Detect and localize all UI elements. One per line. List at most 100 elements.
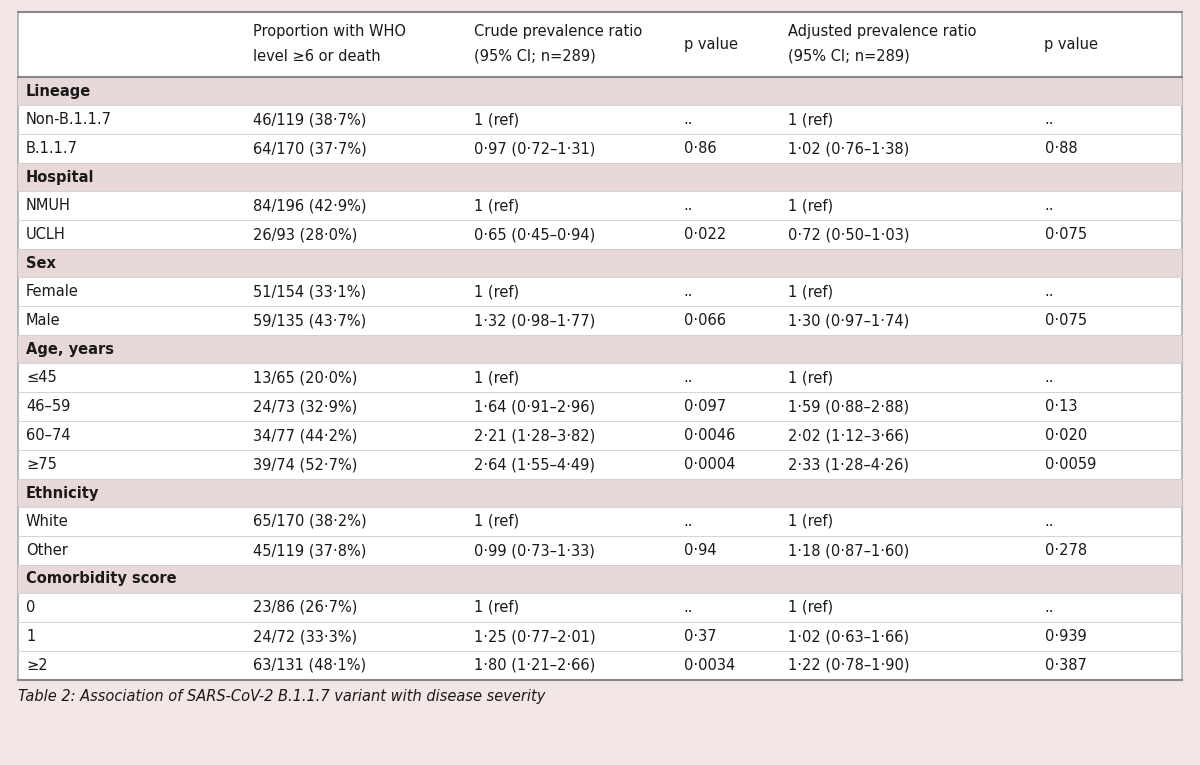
Text: 0·88: 0·88 (1044, 141, 1078, 156)
Bar (18, 77, 1182, 105)
Text: NMUH: NMUH (26, 198, 71, 213)
Text: 34/77 (44·2%): 34/77 (44·2%) (253, 428, 358, 443)
Text: 1 (ref): 1 (ref) (474, 284, 520, 299)
Text: Male: Male (26, 313, 61, 328)
Text: 0·387: 0·387 (1044, 658, 1086, 673)
Text: 0·0046: 0·0046 (684, 428, 736, 443)
Bar (18, 163, 1182, 191)
Text: 1·32 (0·98–1·77): 1·32 (0·98–1·77) (474, 313, 595, 328)
Text: Age, years: Age, years (26, 341, 114, 356)
Text: 13/65 (20·0%): 13/65 (20·0%) (253, 370, 358, 385)
Text: 2·33 (1·28–4·26): 2·33 (1·28–4·26) (788, 457, 910, 472)
Text: (95% CI; n=289): (95% CI; n=289) (474, 49, 596, 63)
Text: 1·18 (0·87–1·60): 1·18 (0·87–1·60) (788, 543, 910, 558)
Text: 0·097: 0·097 (684, 399, 726, 414)
Text: Crude prevalence ratio: Crude prevalence ratio (474, 24, 642, 39)
Text: 0·99 (0·73–1·33): 0·99 (0·73–1·33) (474, 543, 595, 558)
Text: 1·22 (0·78–1·90): 1·22 (0·78–1·90) (788, 658, 910, 673)
Text: 1·25 (0·77–2·01): 1·25 (0·77–2·01) (474, 629, 595, 644)
Text: 1: 1 (26, 629, 35, 644)
Text: 0: 0 (26, 600, 35, 615)
Text: 1 (ref): 1 (ref) (474, 198, 520, 213)
Text: 2·64 (1·55–4·49): 2·64 (1·55–4·49) (474, 457, 595, 472)
Text: ..: .. (1044, 370, 1054, 385)
Text: 1 (ref): 1 (ref) (788, 600, 834, 615)
Text: 1·02 (0·63–1·66): 1·02 (0·63–1·66) (788, 629, 910, 644)
Text: 0·022: 0·022 (684, 227, 726, 242)
Bar (18, 249, 1182, 277)
Text: Adjusted prevalence ratio: Adjusted prevalence ratio (788, 24, 977, 39)
Text: ..: .. (684, 198, 694, 213)
Text: 1 (ref): 1 (ref) (788, 370, 834, 385)
Bar (18, 335, 1182, 363)
Text: B.1.1.7: B.1.1.7 (26, 141, 78, 156)
Text: Hospital: Hospital (26, 170, 95, 184)
Text: p value: p value (684, 37, 738, 52)
Text: 0·0034: 0·0034 (684, 658, 734, 673)
Text: Ethnicity: Ethnicity (26, 486, 100, 500)
Text: Other: Other (26, 543, 68, 558)
Text: 0·0004: 0·0004 (684, 457, 736, 472)
Text: ..: .. (1044, 600, 1054, 615)
Text: ..: .. (684, 370, 694, 385)
Text: 0·65 (0·45–0·94): 0·65 (0·45–0·94) (474, 227, 595, 242)
Bar (18, 12, 1182, 680)
Text: 1 (ref): 1 (ref) (474, 514, 520, 529)
Text: 1 (ref): 1 (ref) (788, 112, 834, 127)
Text: 1 (ref): 1 (ref) (788, 284, 834, 299)
Text: ..: .. (1044, 284, 1054, 299)
Text: ..: .. (1044, 112, 1054, 127)
Text: 0·278: 0·278 (1044, 543, 1087, 558)
Text: 63/131 (48·1%): 63/131 (48·1%) (253, 658, 366, 673)
Text: ..: .. (684, 514, 694, 529)
Text: UCLH: UCLH (26, 227, 66, 242)
Text: 1·02 (0·76–1·38): 1·02 (0·76–1·38) (788, 141, 910, 156)
Text: 1·64 (0·91–2·96): 1·64 (0·91–2·96) (474, 399, 595, 414)
Text: 1 (ref): 1 (ref) (474, 600, 520, 615)
Text: 1 (ref): 1 (ref) (788, 198, 834, 213)
Text: ..: .. (684, 112, 694, 127)
Text: Female: Female (26, 284, 79, 299)
Text: 0·13: 0·13 (1044, 399, 1078, 414)
Text: ≥2: ≥2 (26, 658, 48, 673)
Text: ..: .. (1044, 198, 1054, 213)
Text: Non-B.1.1.7: Non-B.1.1.7 (26, 112, 112, 127)
Text: 45/119 (37·8%): 45/119 (37·8%) (253, 543, 366, 558)
Text: 1 (ref): 1 (ref) (474, 112, 520, 127)
Text: 0·066: 0·066 (684, 313, 726, 328)
Text: 1·80 (1·21–2·66): 1·80 (1·21–2·66) (474, 658, 595, 673)
Bar (18, 565, 1182, 593)
Text: ≤45: ≤45 (26, 370, 56, 385)
Text: 84/196 (42·9%): 84/196 (42·9%) (253, 198, 366, 213)
Text: 24/72 (33·3%): 24/72 (33·3%) (253, 629, 358, 644)
Text: 2·21 (1·28–3·82): 2·21 (1·28–3·82) (474, 428, 595, 443)
Text: 0·075: 0·075 (1044, 313, 1087, 328)
Text: Proportion with WHO: Proportion with WHO (253, 24, 406, 39)
Text: 0·72 (0·50–1·03): 0·72 (0·50–1·03) (788, 227, 910, 242)
Text: 24/73 (32·9%): 24/73 (32·9%) (253, 399, 358, 414)
Text: 51/154 (33·1%): 51/154 (33·1%) (253, 284, 366, 299)
Text: 46–59: 46–59 (26, 399, 71, 414)
Text: 60–74: 60–74 (26, 428, 71, 443)
Text: ..: .. (1044, 514, 1054, 529)
Text: 1 (ref): 1 (ref) (474, 370, 520, 385)
Text: ..: .. (684, 284, 694, 299)
Text: 26/93 (28·0%): 26/93 (28·0%) (253, 227, 358, 242)
Text: 1·59 (0·88–2·88): 1·59 (0·88–2·88) (788, 399, 910, 414)
Text: 65/170 (38·2%): 65/170 (38·2%) (253, 514, 367, 529)
Text: 0·020: 0·020 (1044, 428, 1087, 443)
Text: White: White (26, 514, 68, 529)
Text: 1·30 (0·97–1·74): 1·30 (0·97–1·74) (788, 313, 910, 328)
Text: 0·86: 0·86 (684, 141, 716, 156)
Text: (95% CI; n=289): (95% CI; n=289) (788, 49, 910, 63)
Text: 0·37: 0·37 (684, 629, 716, 644)
Text: level ≥6 or death: level ≥6 or death (253, 49, 380, 63)
Bar (18, 479, 1182, 507)
Text: ≥75: ≥75 (26, 457, 56, 472)
Text: 0·075: 0·075 (1044, 227, 1087, 242)
Text: 46/119 (38·7%): 46/119 (38·7%) (253, 112, 366, 127)
Text: 23/86 (26·7%): 23/86 (26·7%) (253, 600, 358, 615)
Text: 0·94: 0·94 (684, 543, 716, 558)
Text: 39/74 (52·7%): 39/74 (52·7%) (253, 457, 358, 472)
Text: Table 2: Association of SARS-CoV-2 B.1.1.7 variant with disease severity: Table 2: Association of SARS-CoV-2 B.1.1… (18, 688, 545, 704)
